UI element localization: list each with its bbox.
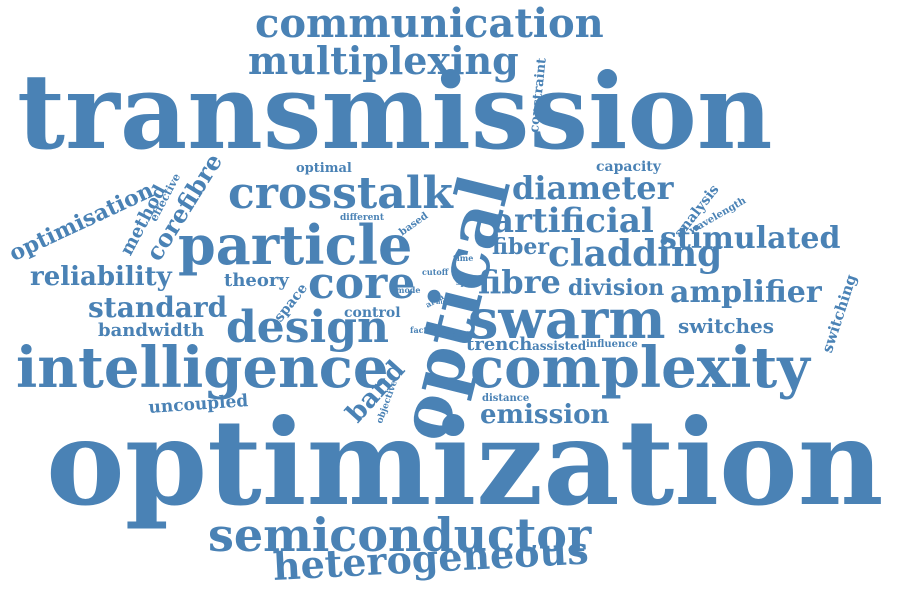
word-control: control xyxy=(344,305,401,321)
word-standard: standard xyxy=(88,291,228,324)
word-factor: factor xyxy=(410,325,437,335)
word-stimulated: stimulated xyxy=(660,221,841,256)
word-time: time xyxy=(453,253,474,263)
word-capacity: capacity xyxy=(596,159,661,175)
word-artificial: artificial xyxy=(492,201,654,241)
word-trench: trench xyxy=(466,334,533,355)
word-different: different xyxy=(340,213,384,223)
word-theory: theory xyxy=(224,270,289,291)
word-swarm: swarm xyxy=(468,287,666,351)
word-optimal: optimal xyxy=(296,161,352,176)
word-switches: switches xyxy=(678,314,775,338)
word-emission: emission xyxy=(480,400,610,430)
word-multiplexing: multiplexing xyxy=(248,38,519,83)
word-fluid: fluid xyxy=(436,299,452,306)
word-bandwidth: bandwidth xyxy=(98,320,205,341)
word-cladding: cladding xyxy=(548,233,723,275)
word-reliability: reliability xyxy=(30,262,172,292)
word-design: design xyxy=(226,302,390,353)
word-transmission: transmission xyxy=(17,50,773,173)
word-fibre: fibre xyxy=(478,263,561,301)
word-switching: switching xyxy=(818,272,861,355)
word-optimization: optimization xyxy=(46,393,884,532)
word-distance: distance xyxy=(482,393,530,404)
word-influence: influence xyxy=(586,339,638,350)
word-amplifier: amplifier xyxy=(670,275,822,310)
word-communication: communication xyxy=(255,0,604,47)
word-mode: mode xyxy=(396,285,421,295)
word-diameter: diameter xyxy=(512,169,674,207)
word-complexity: complexity xyxy=(470,335,810,401)
word-particle: particle xyxy=(178,213,413,277)
word-low: low xyxy=(450,299,462,306)
word-division: division xyxy=(568,275,665,301)
word-cutoff: cutoff xyxy=(422,267,449,277)
word-crosstalk: crosstalk xyxy=(228,168,453,219)
word-assisted: assisted xyxy=(532,339,587,353)
word-core: core xyxy=(308,258,416,309)
word-intelligence: intelligence xyxy=(16,335,389,401)
word-report: report xyxy=(442,329,471,339)
word-fiber: fiber xyxy=(492,234,549,260)
word-speed: speed xyxy=(456,277,482,287)
word-semiconductor: semiconductor xyxy=(208,508,592,562)
